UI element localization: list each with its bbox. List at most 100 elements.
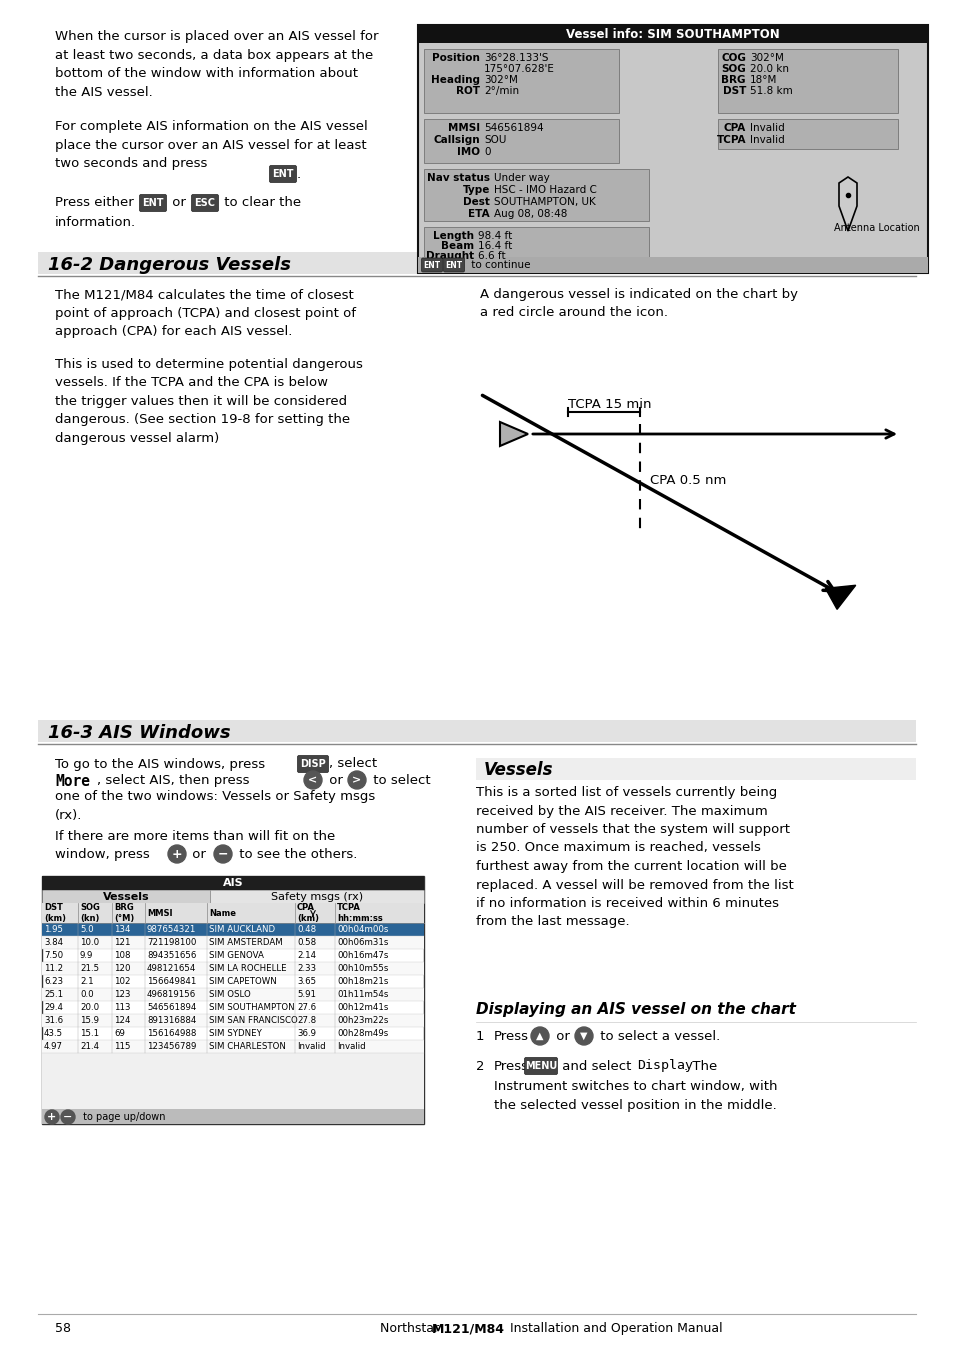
Text: 496819156: 496819156	[147, 990, 196, 999]
Circle shape	[213, 845, 232, 862]
FancyBboxPatch shape	[192, 195, 218, 211]
Text: Aug 08, 08:48: Aug 08, 08:48	[494, 209, 567, 219]
Text: or: or	[188, 848, 210, 861]
Text: 00h18m21s: 00h18m21s	[336, 978, 388, 986]
Text: 29.4: 29.4	[44, 1003, 63, 1011]
Text: SIM SAN FRANCISCO: SIM SAN FRANCISCO	[209, 1016, 297, 1025]
Text: 20.0: 20.0	[80, 1003, 99, 1011]
FancyBboxPatch shape	[42, 1109, 423, 1124]
Text: DST: DST	[721, 87, 745, 96]
Text: 124: 124	[113, 1016, 131, 1025]
Text: ESC: ESC	[194, 198, 215, 209]
Text: MMSI: MMSI	[147, 909, 172, 918]
Text: Invalid: Invalid	[336, 1043, 365, 1051]
Text: 00h04m00s: 00h04m00s	[336, 925, 388, 934]
Text: SOG
(kn): SOG (kn)	[80, 903, 100, 922]
Text: This is a sorted list of vessels currently being
received by the AIS receiver. T: This is a sorted list of vessels current…	[476, 787, 793, 929]
Text: 0.0: 0.0	[80, 990, 93, 999]
Circle shape	[531, 1026, 548, 1045]
Text: 4.97: 4.97	[44, 1043, 63, 1051]
Text: 115: 115	[113, 1043, 131, 1051]
Text: .: .	[296, 168, 301, 180]
Text: 156164988: 156164988	[147, 1029, 196, 1039]
FancyBboxPatch shape	[476, 758, 915, 780]
FancyBboxPatch shape	[38, 252, 915, 274]
Text: Position: Position	[432, 53, 479, 64]
Text: Vessel info: SIM SOUTHAMPTON: Vessel info: SIM SOUTHAMPTON	[565, 27, 779, 41]
Text: 51.8 km: 51.8 km	[749, 87, 792, 96]
Text: Vessels: Vessels	[483, 761, 553, 779]
Text: 498121654: 498121654	[147, 964, 196, 974]
Text: 108: 108	[113, 951, 131, 960]
FancyBboxPatch shape	[139, 195, 167, 211]
Text: ENT: ENT	[272, 169, 294, 179]
Text: 2°/min: 2°/min	[483, 87, 518, 96]
Text: 69: 69	[113, 1029, 125, 1039]
FancyBboxPatch shape	[42, 903, 423, 923]
Text: ENT: ENT	[142, 198, 164, 209]
Text: Display: Display	[637, 1059, 692, 1072]
FancyBboxPatch shape	[42, 961, 423, 975]
Text: 11.2: 11.2	[44, 964, 63, 974]
Text: 546561894: 546561894	[483, 123, 543, 133]
Text: window, press: window, press	[55, 848, 150, 861]
Text: Northstar: Northstar	[379, 1322, 442, 1335]
FancyBboxPatch shape	[42, 890, 210, 903]
Text: Nav status: Nav status	[427, 173, 490, 183]
Text: SIM CAPETOWN: SIM CAPETOWN	[209, 978, 276, 986]
Text: To go to the AIS windows, press: To go to the AIS windows, press	[55, 758, 265, 770]
Circle shape	[168, 845, 186, 862]
Text: +: +	[172, 848, 182, 861]
Text: 00h06m31s: 00h06m31s	[336, 938, 388, 946]
Circle shape	[348, 770, 366, 789]
Text: 01h11m54s: 01h11m54s	[336, 990, 388, 999]
FancyBboxPatch shape	[718, 49, 897, 112]
Text: ROT: ROT	[456, 87, 479, 96]
FancyBboxPatch shape	[297, 756, 328, 773]
Text: 00h16m47s: 00h16m47s	[336, 951, 388, 960]
Text: Heading: Heading	[431, 74, 479, 85]
FancyBboxPatch shape	[718, 119, 897, 149]
Text: Type: Type	[462, 185, 490, 195]
Text: 5.91: 5.91	[296, 990, 315, 999]
Text: 1: 1	[476, 1030, 484, 1043]
Text: Displaying an AIS vessel on the chart: Displaying an AIS vessel on the chart	[476, 1002, 795, 1017]
Text: AIS: AIS	[222, 877, 243, 888]
Text: CPA
(km): CPA (km)	[296, 903, 318, 922]
Text: to continue: to continue	[468, 260, 530, 269]
Text: 987654321: 987654321	[147, 925, 196, 934]
Text: M121/M84: M121/M84	[432, 1322, 504, 1335]
FancyBboxPatch shape	[38, 720, 915, 742]
Text: SIM GENOVA: SIM GENOVA	[209, 951, 264, 960]
Text: ▼: ▼	[579, 1030, 587, 1041]
Text: 894351656: 894351656	[147, 951, 196, 960]
Text: 6.23: 6.23	[44, 978, 63, 986]
Text: 113: 113	[113, 1003, 131, 1011]
Text: 2.14: 2.14	[296, 951, 315, 960]
FancyBboxPatch shape	[417, 24, 927, 43]
FancyBboxPatch shape	[42, 988, 423, 1001]
Text: to see the others.: to see the others.	[234, 848, 357, 861]
Text: 6.6 ft: 6.6 ft	[477, 250, 505, 261]
FancyBboxPatch shape	[42, 936, 423, 949]
Text: CPA 0.5 nm: CPA 0.5 nm	[649, 474, 725, 487]
Text: Invalid: Invalid	[296, 1043, 325, 1051]
Text: 00h12m41s: 00h12m41s	[336, 1003, 388, 1011]
Text: 102: 102	[113, 978, 131, 986]
Text: 25.1: 25.1	[44, 990, 63, 999]
FancyBboxPatch shape	[417, 24, 927, 274]
Text: COG: COG	[720, 53, 745, 64]
FancyBboxPatch shape	[423, 119, 618, 162]
Text: Instrument switches to chart window, with
the selected vessel position in the mi: Instrument switches to chart window, wit…	[494, 1080, 777, 1112]
FancyBboxPatch shape	[42, 1014, 423, 1026]
Text: SIM AUCKLAND: SIM AUCKLAND	[209, 925, 274, 934]
Polygon shape	[838, 177, 856, 232]
Text: IMO: IMO	[456, 148, 479, 157]
FancyBboxPatch shape	[421, 259, 442, 272]
Text: 2.1: 2.1	[80, 978, 93, 986]
Text: to select: to select	[369, 773, 430, 787]
Text: 302°M: 302°M	[749, 53, 783, 64]
Text: 123: 123	[113, 990, 131, 999]
Text: 43.5: 43.5	[44, 1029, 63, 1039]
Text: 2.33: 2.33	[296, 964, 315, 974]
